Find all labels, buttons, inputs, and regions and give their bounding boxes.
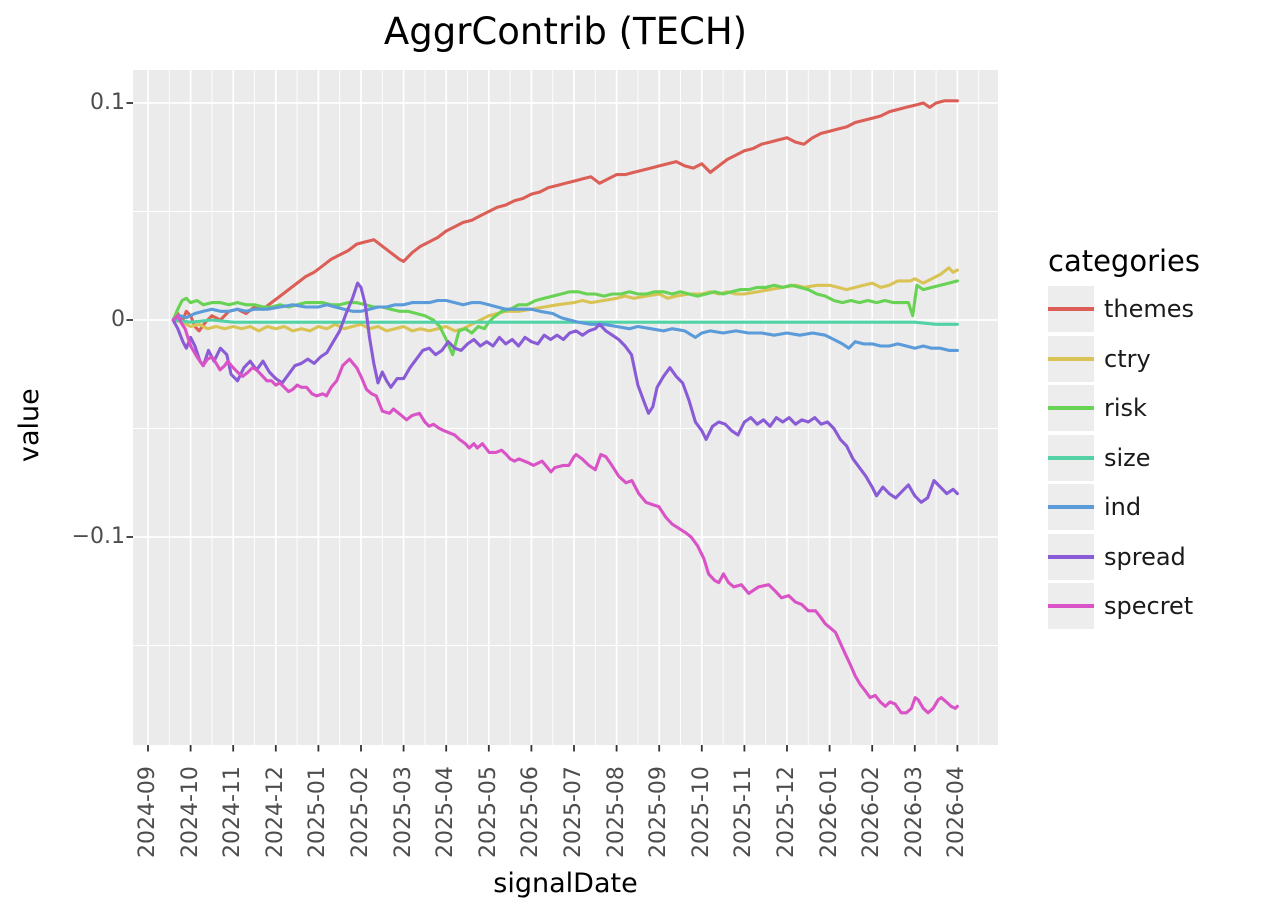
x-tick-label: 2024-09 (135, 766, 160, 858)
x-tick-label: 2026-04 (944, 766, 970, 858)
x-tick-label: 2025-08 (603, 766, 629, 858)
series-line-size (171, 318, 959, 326)
panel-background (133, 70, 998, 745)
legend-entry-spread: spread (1048, 533, 1200, 580)
chart-title: AggrContrib (TECH) (383, 10, 748, 53)
y-tick-label: 0 (111, 307, 125, 332)
gridlines (133, 70, 998, 745)
x-tick-label: 2025-12 (774, 766, 799, 858)
legend-key-ind (1048, 484, 1094, 530)
x-tick-label: 2024-10 (177, 766, 203, 858)
x-tick-label: 2025-05 (475, 766, 501, 858)
legend-label-size: size (1104, 443, 1151, 472)
legend-key-line-ctry (1048, 356, 1094, 361)
plot-panel (126, 70, 998, 752)
series-line-spread (171, 281, 959, 504)
legend-key-size (1048, 434, 1094, 481)
legend-key-line-risk (1048, 406, 1094, 410)
y-tick-label: 0.1 (90, 90, 125, 115)
legend: categories themes ctry risk size ind spread sp… (1048, 244, 1200, 629)
series-lines (171, 99, 959, 715)
x-tick-label: 2025-04 (433, 766, 459, 858)
legend-entry-ind: ind (1048, 484, 1200, 530)
x-tick-label: 2025-02 (348, 766, 373, 858)
legend-entry-themes: themes (1048, 286, 1200, 332)
legend-label-specret: specret (1104, 592, 1194, 620)
legend-label-ind: ind (1104, 493, 1142, 521)
x-tick-label: 2025-01 (305, 766, 331, 858)
legend-label-spread: spread (1104, 542, 1186, 571)
legend-key-line-themes (1048, 307, 1094, 311)
series-line-ind (171, 298, 959, 352)
legend-key-risk (1048, 385, 1094, 431)
x-tick-label: 2026-02 (859, 766, 885, 858)
legend-key-ctry (1048, 335, 1094, 382)
legend-entries: themes ctry risk size ind spread specret (1048, 286, 1200, 629)
series-line-themes (171, 99, 959, 333)
y-axis-title: value (14, 388, 45, 462)
legend-entry-risk: risk (1048, 385, 1200, 431)
legend-label-themes: themes (1104, 295, 1195, 323)
legend-entry-size: size (1048, 434, 1200, 481)
x-tick-label: 2025-06 (518, 766, 544, 858)
legend-key-specret (1048, 583, 1094, 629)
legend-key-spread (1048, 533, 1094, 580)
legend-entry-ctry: ctry (1048, 335, 1200, 382)
legend-key-line-spread (1048, 554, 1094, 559)
legend-key-line-ind (1048, 505, 1094, 509)
x-axis-title: signalDate (493, 868, 638, 899)
x-tick-label: 2026-01 (816, 766, 842, 858)
legend-key-themes (1048, 286, 1094, 332)
y-tick-label: −0.1 (71, 524, 125, 549)
x-tick-label: 2025-09 (646, 766, 672, 858)
x-tick-label: 2024-11 (220, 766, 246, 858)
x-tick-label: 2025-11 (731, 766, 757, 858)
legend-label-risk: risk (1104, 394, 1147, 422)
legend-entry-specret: specret (1048, 583, 1200, 629)
legend-title: categories (1048, 244, 1201, 278)
legend-label-ctry: ctry (1104, 344, 1151, 373)
series-line-specret (171, 314, 959, 715)
axis-tick-marks (126, 102, 959, 752)
series-line-ctry (171, 266, 959, 333)
x-tick-label: 2025-10 (688, 766, 714, 858)
x-tick-label: 2025-07 (561, 766, 586, 858)
x-tick-label: 2024-12 (262, 766, 288, 858)
legend-key-line-size (1048, 455, 1094, 460)
x-tick-label: 2025-03 (390, 766, 416, 858)
x-tick-label: 2026-03 (901, 766, 927, 858)
legend-key-line-specret (1048, 604, 1094, 608)
